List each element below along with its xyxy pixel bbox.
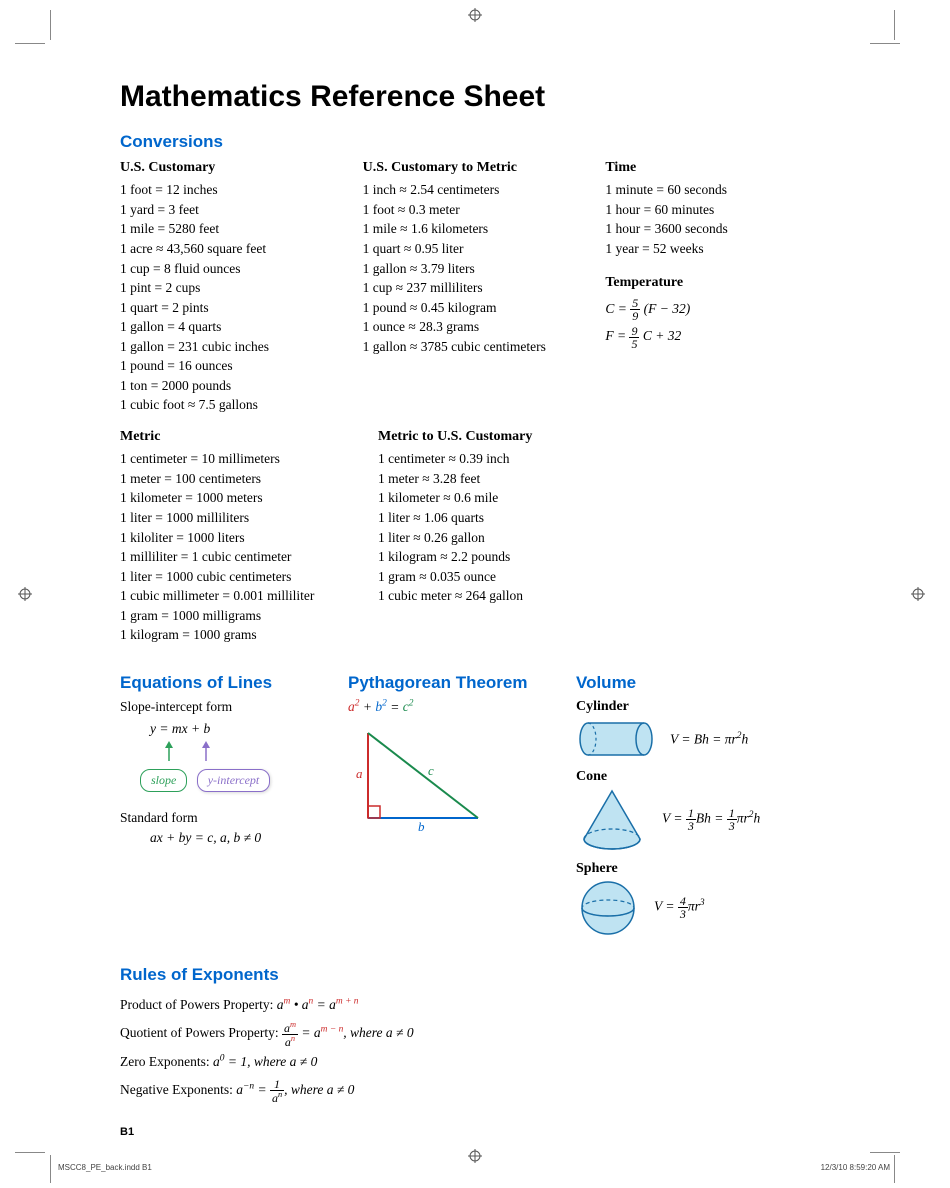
list-item: 1 kilometer = 1000 meters [120, 488, 360, 508]
list-item: 1 cubic meter ≈ 264 gallon [378, 586, 830, 606]
page-number: B1 [120, 1126, 134, 1138]
list-item: 1 meter ≈ 3.28 feet [378, 469, 830, 489]
page-title: Mathematics Reference Sheet [120, 80, 830, 114]
cone-head: Cone [576, 769, 830, 785]
pythag-formula: a2 + b2 = c2 [348, 699, 558, 716]
list-item: 1 mile ≈ 1.6 kilometers [363, 219, 588, 239]
list-item: 1 yard = 3 feet [120, 200, 345, 220]
standard-form-label: Standard form [120, 810, 330, 826]
list-item: 1 inch ≈ 2.54 centimeters [363, 180, 588, 200]
product-powers: Product of Powers Property: am • an = am… [120, 991, 830, 1019]
sphere-formula: V = 43πr3 [654, 895, 705, 920]
standard-form-formula: ax + by = c, a, b ≠ 0 [150, 830, 330, 846]
list-item: 1 liter ≈ 1.06 quarts [378, 508, 830, 528]
list-item: 1 liter = 1000 cubic centimeters [120, 567, 360, 587]
cylinder-icon [576, 717, 656, 761]
slope-tag: slope [140, 769, 187, 792]
list-item: 1 milliliter = 1 cubic centimeter [120, 547, 360, 567]
sphere-head: Sphere [576, 861, 830, 877]
list-item: 1 pound ≈ 0.45 kilogram [363, 298, 588, 318]
list-item: 1 acre ≈ 43,560 square feet [120, 239, 345, 259]
time-head: Time [605, 158, 830, 178]
zero-exponent: Zero Exponents: a0 = 1, where a ≠ 0 [120, 1048, 830, 1076]
section-volume: Volume [576, 673, 830, 693]
negative-exponent: Negative Exponents: a−n = 1an, where a ≠… [120, 1076, 830, 1104]
slope-intercept-formula: y = mx + b [150, 721, 330, 737]
list-item: 1 kilometer ≈ 0.6 mile [378, 488, 830, 508]
list-item: 1 ton = 2000 pounds [120, 376, 345, 396]
list-item: 1 cup ≈ 237 milliliters [363, 278, 588, 298]
list-item: 1 kilogram = 1000 grams [120, 625, 360, 645]
cylinder-formula: V = Bh = πr2h [670, 731, 748, 748]
list-item: 1 centimeter = 10 millimeters [120, 449, 360, 469]
svg-text:a: a [356, 766, 363, 781]
list-item: 1 meter = 100 centimeters [120, 469, 360, 489]
slope-intercept-arrows [120, 739, 280, 769]
list-item: 1 liter = 1000 milliliters [120, 508, 360, 528]
list-item: 1 quart = 2 pints [120, 298, 345, 318]
section-pythag: Pythagorean Theorem [348, 673, 558, 693]
list-item: 1 cup = 8 fluid ounces [120, 259, 345, 279]
cone-icon [576, 787, 648, 853]
svg-text:b: b [418, 819, 425, 833]
list-item: 1 mile = 5280 feet [120, 219, 345, 239]
list-item: 1 cubic millimeter = 0.001 milliliter [120, 586, 360, 606]
list-item: 1 gram ≈ 0.035 ounce [378, 567, 830, 587]
list-item: 1 pound = 16 ounces [120, 356, 345, 376]
us-customary-head: U.S. Customary [120, 158, 345, 178]
svg-text:c: c [428, 763, 434, 778]
section-exponents: Rules of Exponents [120, 965, 830, 985]
time-list: 1 minute = 60 seconds1 hour = 60 minutes… [605, 180, 830, 258]
yint-tag: y-intercept [197, 769, 271, 792]
slope-intercept-label: Slope-intercept form [120, 699, 330, 715]
us-customary-list: 1 foot = 12 inches1 yard = 3 feet1 mile … [120, 180, 345, 415]
cone-formula: V = 13Bh = 13πr2h [662, 807, 760, 832]
list-item: 1 foot ≈ 0.3 meter [363, 200, 588, 220]
section-lines: Equations of Lines [120, 673, 330, 693]
temp-c-formula: C = 59 (F − 32) [605, 295, 830, 322]
list-item: 1 cubic foot ≈ 7.5 gallons [120, 395, 345, 415]
sphere-icon [576, 879, 640, 937]
list-item: 1 pint = 2 cups [120, 278, 345, 298]
section-conversions: Conversions [120, 132, 830, 152]
metric-head: Metric [120, 427, 360, 447]
list-item: 1 gallon = 231 cubic inches [120, 337, 345, 357]
list-item: 1 gallon ≈ 3.79 liters [363, 259, 588, 279]
list-item: 1 gram = 1000 milligrams [120, 606, 360, 626]
us-to-metric-list: 1 inch ≈ 2.54 centimeters1 foot ≈ 0.3 me… [363, 180, 588, 356]
list-item: 1 gallon ≈ 3785 cubic centimeters [363, 337, 588, 357]
list-item: 1 ounce ≈ 28.3 grams [363, 317, 588, 337]
list-item: 1 quart ≈ 0.95 liter [363, 239, 588, 259]
list-item: 1 hour = 3600 seconds [605, 219, 830, 239]
quotient-powers: Quotient of Powers Property: aman = am −… [120, 1019, 830, 1047]
list-item: 1 gallon = 4 quarts [120, 317, 345, 337]
list-item: 1 kiloliter = 1000 liters [120, 528, 360, 548]
cylinder-head: Cylinder [576, 699, 830, 715]
list-item: 1 hour = 60 minutes [605, 200, 830, 220]
list-item: 1 year = 52 weeks [605, 239, 830, 259]
list-item: 1 centimeter ≈ 0.39 inch [378, 449, 830, 469]
temperature-head: Temperature [605, 273, 830, 293]
metric-to-us-head: Metric to U.S. Customary [378, 427, 830, 447]
us-to-metric-head: U.S. Customary to Metric [363, 158, 588, 178]
temp-f-formula: F = 95 C + 32 [605, 322, 830, 349]
list-item: 1 kilogram ≈ 2.2 pounds [378, 547, 830, 567]
list-item: 1 foot = 12 inches [120, 180, 345, 200]
metric-list: 1 centimeter = 10 millimeters1 meter = 1… [120, 449, 360, 645]
list-item: 1 liter ≈ 0.26 gallon [378, 528, 830, 548]
list-item: 1 minute = 60 seconds [605, 180, 830, 200]
metric-to-us-list: 1 centimeter ≈ 0.39 inch1 meter ≈ 3.28 f… [378, 449, 830, 606]
pythag-triangle: a c b [348, 723, 488, 833]
